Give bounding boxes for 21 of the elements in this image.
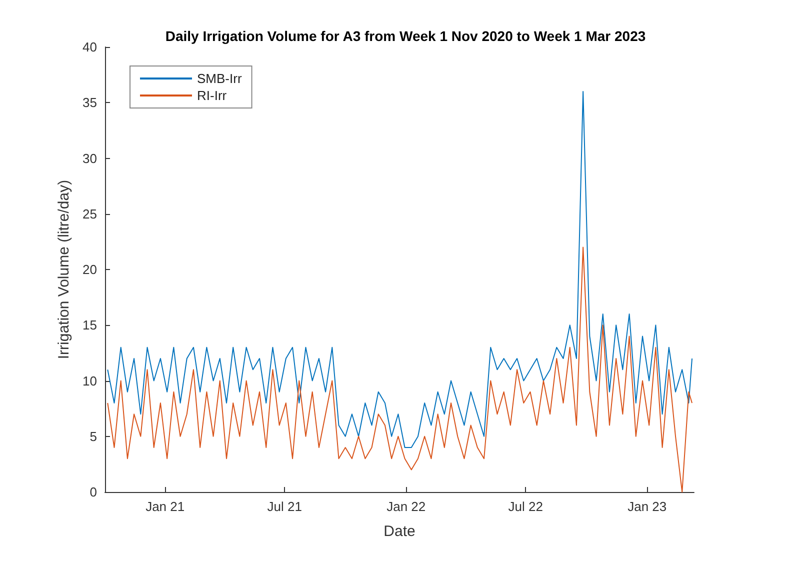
legend-label: RI-Irr xyxy=(197,88,228,103)
y-tick-label: 40 xyxy=(82,40,97,54)
y-tick-label: 35 xyxy=(82,95,97,110)
x-tick-label: Jul 21 xyxy=(267,499,302,514)
y-tick-label: 0 xyxy=(90,484,97,500)
y-tick-label: 15 xyxy=(82,318,97,333)
x-tick-label: Jan 22 xyxy=(386,499,426,514)
line-series xyxy=(107,91,693,448)
y-tick-label: 25 xyxy=(82,206,97,222)
y-tick-label: 20 xyxy=(82,262,97,277)
y-axis-title: Irrigation Volume (litre/day) xyxy=(56,180,73,360)
x-tick-label: Jul 22 xyxy=(508,499,543,514)
chart-title: Daily Irrigation Volume for A3 from Week 1 Nov 2020 to Week 1 Mar 2023 xyxy=(165,28,646,44)
legend-label: SMB-Irr xyxy=(197,71,242,86)
y-tick-label: 5 xyxy=(90,428,97,444)
x-tick-label: Jan 23 xyxy=(628,499,667,514)
y-tick-label: 10 xyxy=(82,373,97,388)
line-series xyxy=(107,246,693,492)
x-axis-title: Date xyxy=(384,523,416,540)
y-tick-label: 30 xyxy=(82,150,97,166)
x-tick-label: Jan 21 xyxy=(146,499,185,514)
